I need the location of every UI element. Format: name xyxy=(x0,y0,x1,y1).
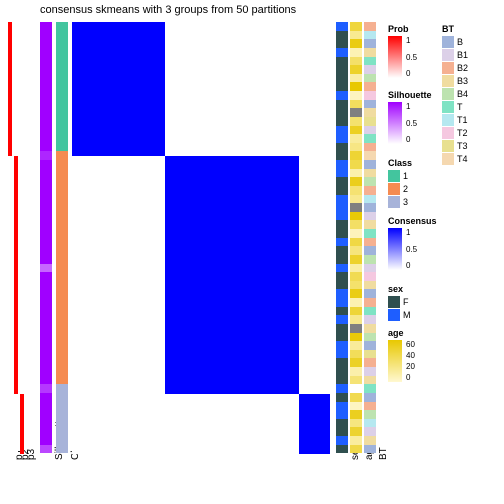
anno-age xyxy=(350,22,362,454)
axis-label: BT xyxy=(378,447,389,460)
legend-silhouette: Silhouette10.50 xyxy=(388,90,432,144)
anno-p3 xyxy=(20,22,24,454)
legend-prob: Prob10.50 xyxy=(388,24,417,78)
axis-label: p3 xyxy=(26,449,37,460)
legend-age: age6040200 xyxy=(388,328,415,382)
legend-bt: BTBB1B2B3B4TT1T2T3T4 xyxy=(442,24,468,166)
legend-sex: sexFM xyxy=(388,284,411,322)
plot-title: consensus skmeans with 3 groups from 50 … xyxy=(40,4,296,16)
anno-silhouette xyxy=(40,22,52,454)
anno-p1 xyxy=(8,22,12,454)
consensus-heatmap xyxy=(72,22,330,454)
legend-consensus: Consensus10.50 xyxy=(388,216,437,270)
legend-class: Class123 xyxy=(388,158,412,209)
anno-sex xyxy=(336,22,348,454)
anno-p2 xyxy=(14,22,18,454)
anno-class xyxy=(56,22,68,454)
anno-bt xyxy=(364,22,376,454)
